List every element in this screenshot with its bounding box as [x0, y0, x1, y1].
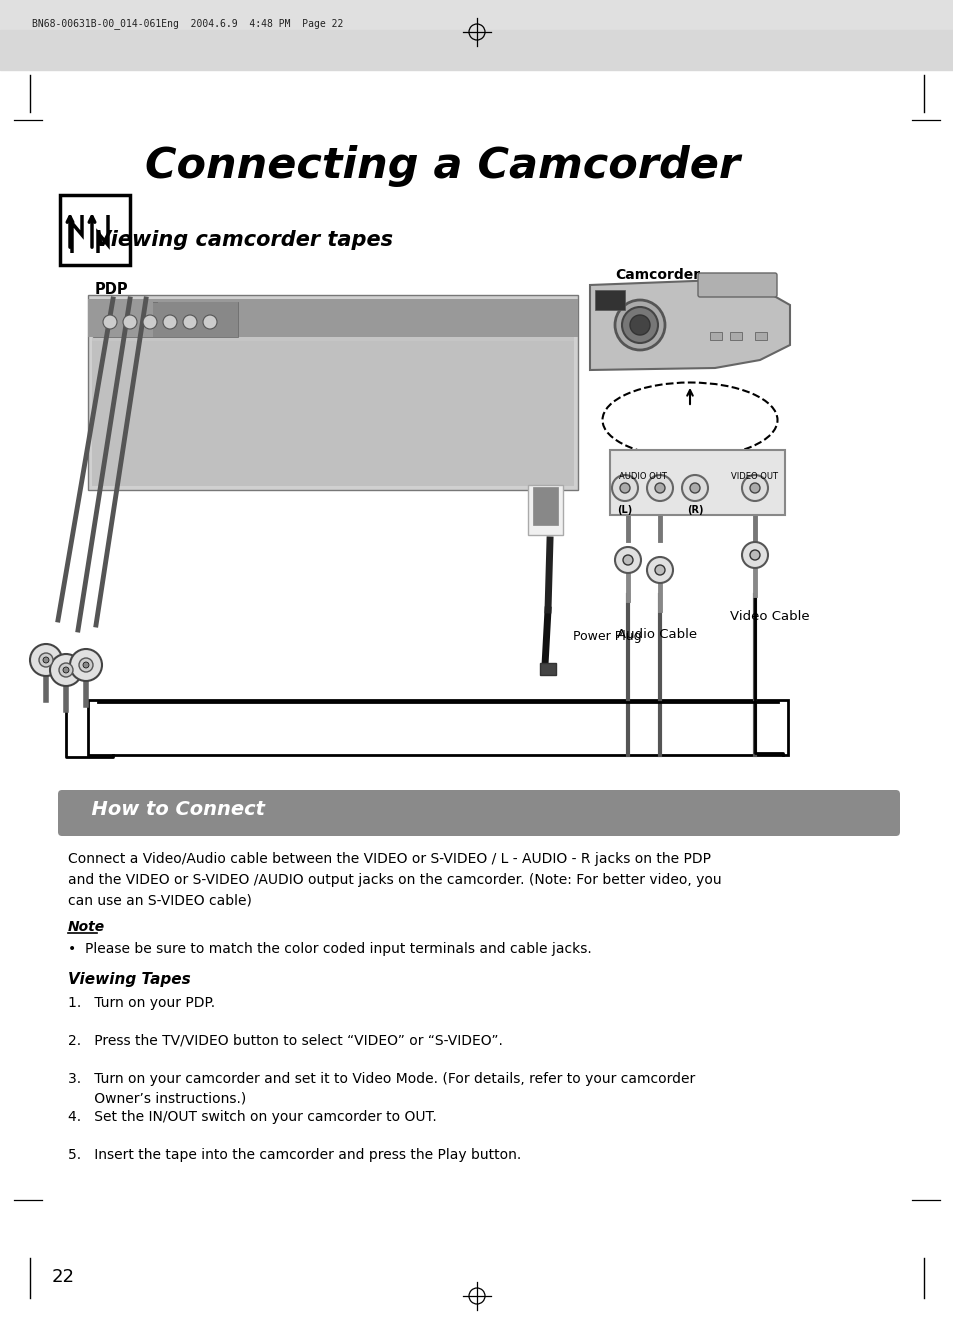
Bar [158, 303, 237, 337]
Circle shape [646, 557, 672, 583]
Bar [457, 299, 573, 337]
Text: Video Cable: Video Cable [729, 610, 809, 624]
Circle shape [183, 314, 196, 329]
Circle shape [741, 542, 767, 568]
Text: 5.   Insert the tape into the camcorder and press the Play button.: 5. Insert the tape into the camcorder an… [68, 1148, 520, 1162]
Text: BN68-00631B-00_014-061Eng  2004.6.9  4:48 PM  Page 22: BN68-00631B-00_014-061Eng 2004.6.9 4:48 … [32, 18, 343, 29]
Text: Connect a Video/Audio cable between the VIDEO or S-VIDEO / L - AUDIO - R jacks o: Connect a Video/Audio cable between the … [68, 852, 720, 908]
Text: Viewing camcorder tapes: Viewing camcorder tapes [95, 230, 393, 250]
Text: Camcorder: Camcorder [615, 268, 700, 281]
Circle shape [163, 314, 177, 329]
Bar [609, 450, 784, 515]
Bar [0, 30, 953, 70]
Text: Audio Cable: Audio Cable [617, 627, 697, 641]
Text: Power Plug: Power Plug [573, 630, 641, 643]
Bar [527, 485, 562, 535]
Bar [0, 0, 953, 30]
Text: 22: 22 [52, 1268, 75, 1287]
Bar [88, 295, 578, 490]
Text: (L): (L) [617, 505, 632, 515]
Bar [595, 291, 624, 310]
Circle shape [689, 483, 700, 493]
Bar [91, 341, 574, 486]
Circle shape [39, 653, 53, 667]
Text: Connecting a Camcorder: Connecting a Camcorder [145, 145, 740, 188]
Text: Note: Note [68, 919, 105, 934]
Circle shape [681, 476, 707, 501]
Text: AUDIO OUT: AUDIO OUT [618, 472, 666, 481]
Circle shape [749, 550, 760, 560]
Circle shape [203, 314, 216, 329]
FancyBboxPatch shape [698, 273, 776, 297]
Circle shape [63, 667, 69, 672]
Text: 2.   Press the TV/VIDEO button to select “VIDEO” or “S-VIDEO”.: 2. Press the TV/VIDEO button to select “… [68, 1034, 502, 1048]
Circle shape [615, 547, 640, 573]
Text: VIDEO OUT: VIDEO OUT [731, 472, 778, 481]
Circle shape [741, 476, 767, 501]
Bar [539, 663, 556, 675]
Bar [88, 700, 787, 756]
Bar [729, 332, 741, 339]
Bar [709, 332, 721, 339]
Polygon shape [589, 280, 789, 370]
Text: 1.   Turn on your PDP.: 1. Turn on your PDP. [68, 996, 214, 1011]
Circle shape [43, 657, 49, 663]
Circle shape [621, 306, 658, 343]
Text: How to Connect: How to Connect [78, 801, 265, 819]
Circle shape [612, 476, 638, 501]
Bar [92, 303, 152, 337]
Circle shape [646, 476, 672, 501]
Circle shape [655, 565, 664, 575]
Circle shape [70, 649, 102, 682]
Circle shape [622, 555, 633, 565]
Bar [754, 332, 766, 339]
Circle shape [123, 314, 137, 329]
Circle shape [655, 483, 664, 493]
Text: (R): (R) [686, 505, 702, 515]
Circle shape [619, 483, 629, 493]
Circle shape [50, 654, 82, 686]
Bar [88, 299, 578, 337]
Text: 4.   Set the IN/OUT switch on your camcorder to OUT.: 4. Set the IN/OUT switch on your camcord… [68, 1110, 436, 1124]
Text: •  Please be sure to match the color coded input terminals and cable jacks.: • Please be sure to match the color code… [68, 942, 591, 956]
Text: Viewing Tapes: Viewing Tapes [68, 972, 191, 987]
Circle shape [59, 663, 73, 676]
Circle shape [615, 300, 664, 350]
Circle shape [83, 662, 89, 668]
FancyBboxPatch shape [58, 790, 899, 836]
Bar [60, 196, 130, 266]
Text: PDP: PDP [95, 281, 129, 297]
Circle shape [749, 483, 760, 493]
Circle shape [143, 314, 157, 329]
Circle shape [103, 314, 117, 329]
Text: 3.   Turn on your camcorder and set it to Video Mode. (For details, refer to you: 3. Turn on your camcorder and set it to … [68, 1073, 695, 1106]
Circle shape [30, 645, 62, 676]
Bar [92, 303, 237, 337]
Bar [91, 303, 574, 486]
Circle shape [79, 658, 92, 672]
Circle shape [629, 314, 649, 336]
Bar [533, 487, 558, 524]
